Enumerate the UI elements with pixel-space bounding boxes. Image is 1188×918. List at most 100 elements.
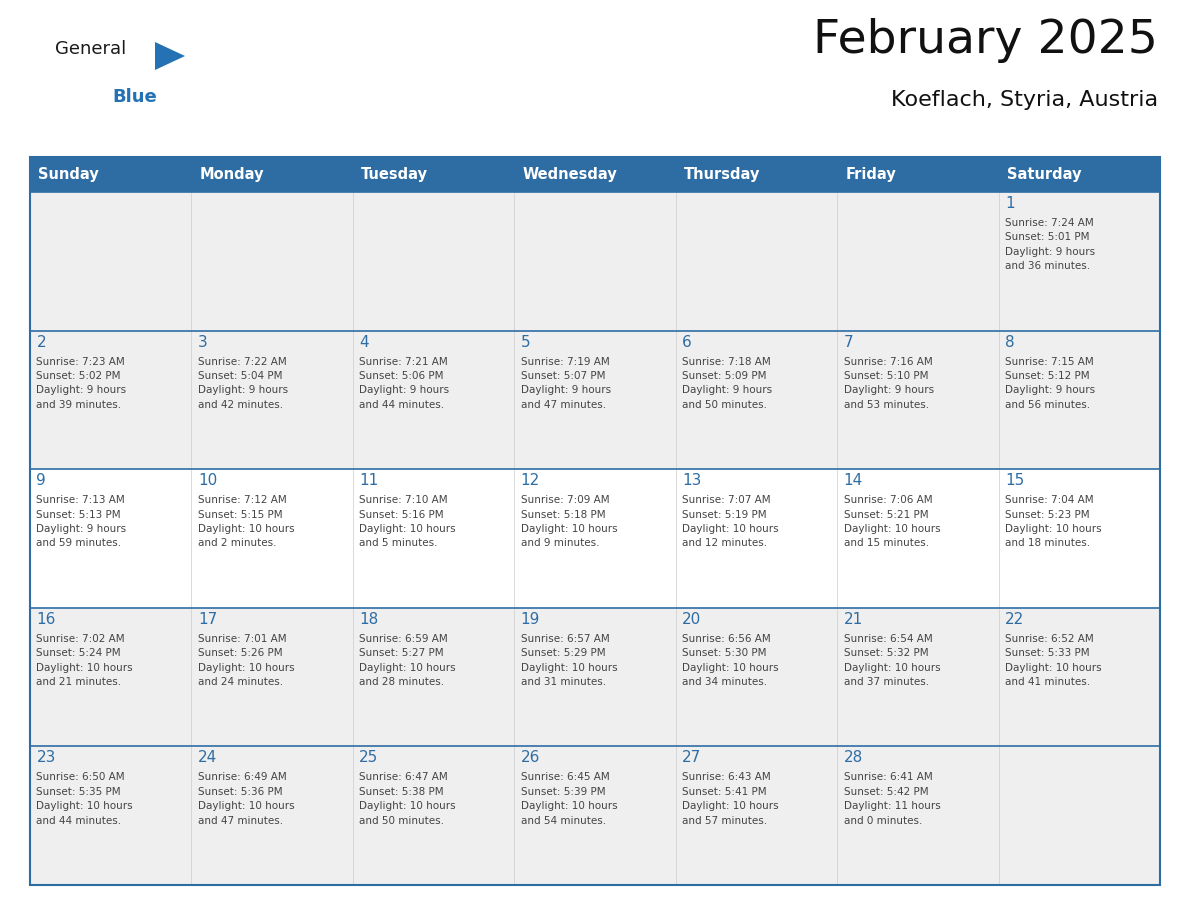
Text: Tuesday: Tuesday xyxy=(361,167,428,182)
Text: 8: 8 xyxy=(1005,334,1015,350)
Bar xyxy=(514,330,676,469)
Bar xyxy=(838,330,999,469)
Bar xyxy=(191,608,353,746)
Text: 3: 3 xyxy=(198,334,208,350)
Bar xyxy=(30,157,191,192)
Bar xyxy=(30,330,191,469)
Bar xyxy=(838,157,999,192)
Bar xyxy=(999,192,1159,330)
Text: Sunrise: 7:16 AM
Sunset: 5:10 PM
Daylight: 9 hours
and 53 minutes.: Sunrise: 7:16 AM Sunset: 5:10 PM Dayligh… xyxy=(843,356,934,409)
Bar xyxy=(676,330,838,469)
Text: Sunrise: 6:45 AM
Sunset: 5:39 PM
Daylight: 10 hours
and 54 minutes.: Sunrise: 6:45 AM Sunset: 5:39 PM Dayligh… xyxy=(520,772,618,825)
Bar xyxy=(30,157,1159,885)
Bar xyxy=(999,746,1159,885)
Bar xyxy=(191,192,353,330)
Text: Sunrise: 7:06 AM
Sunset: 5:21 PM
Daylight: 10 hours
and 15 minutes.: Sunrise: 7:06 AM Sunset: 5:21 PM Dayligh… xyxy=(843,495,940,548)
Text: Sunrise: 7:22 AM
Sunset: 5:04 PM
Daylight: 9 hours
and 42 minutes.: Sunrise: 7:22 AM Sunset: 5:04 PM Dayligh… xyxy=(198,356,287,409)
Bar xyxy=(353,746,514,885)
Bar xyxy=(676,157,838,192)
Text: 16: 16 xyxy=(37,611,56,627)
Text: 18: 18 xyxy=(359,611,379,627)
Text: Sunrise: 6:59 AM
Sunset: 5:27 PM
Daylight: 10 hours
and 28 minutes.: Sunrise: 6:59 AM Sunset: 5:27 PM Dayligh… xyxy=(359,633,456,687)
Text: 13: 13 xyxy=(682,473,702,488)
Bar xyxy=(30,192,191,330)
Text: Sunrise: 7:19 AM
Sunset: 5:07 PM
Daylight: 9 hours
and 47 minutes.: Sunrise: 7:19 AM Sunset: 5:07 PM Dayligh… xyxy=(520,356,611,409)
Text: 27: 27 xyxy=(682,750,701,766)
Bar xyxy=(999,330,1159,469)
Text: Sunrise: 6:56 AM
Sunset: 5:30 PM
Daylight: 10 hours
and 34 minutes.: Sunrise: 6:56 AM Sunset: 5:30 PM Dayligh… xyxy=(682,633,779,687)
Text: Sunrise: 7:24 AM
Sunset: 5:01 PM
Daylight: 9 hours
and 36 minutes.: Sunrise: 7:24 AM Sunset: 5:01 PM Dayligh… xyxy=(1005,218,1095,271)
Bar xyxy=(514,192,676,330)
Text: Sunrise: 7:10 AM
Sunset: 5:16 PM
Daylight: 10 hours
and 5 minutes.: Sunrise: 7:10 AM Sunset: 5:16 PM Dayligh… xyxy=(359,495,456,548)
Bar xyxy=(191,469,353,608)
Bar xyxy=(838,608,999,746)
Text: 21: 21 xyxy=(843,611,862,627)
Bar xyxy=(999,469,1159,608)
Bar xyxy=(838,746,999,885)
Text: Thursday: Thursday xyxy=(684,167,760,182)
Bar xyxy=(838,192,999,330)
Text: 24: 24 xyxy=(198,750,217,766)
Text: 14: 14 xyxy=(843,473,862,488)
Text: 10: 10 xyxy=(198,473,217,488)
Text: 6: 6 xyxy=(682,334,691,350)
Text: 28: 28 xyxy=(843,750,862,766)
Text: Blue: Blue xyxy=(112,88,157,106)
Bar xyxy=(838,469,999,608)
Text: General: General xyxy=(55,40,126,58)
Bar xyxy=(191,330,353,469)
Text: Sunrise: 7:13 AM
Sunset: 5:13 PM
Daylight: 9 hours
and 59 minutes.: Sunrise: 7:13 AM Sunset: 5:13 PM Dayligh… xyxy=(37,495,127,548)
Text: Sunrise: 7:01 AM
Sunset: 5:26 PM
Daylight: 10 hours
and 24 minutes.: Sunrise: 7:01 AM Sunset: 5:26 PM Dayligh… xyxy=(198,633,295,687)
Text: 9: 9 xyxy=(37,473,46,488)
Text: Sunrise: 7:02 AM
Sunset: 5:24 PM
Daylight: 10 hours
and 21 minutes.: Sunrise: 7:02 AM Sunset: 5:24 PM Dayligh… xyxy=(37,633,133,687)
Text: Koeflach, Styria, Austria: Koeflach, Styria, Austria xyxy=(891,90,1158,110)
Bar xyxy=(676,192,838,330)
Bar xyxy=(514,157,676,192)
Bar xyxy=(353,157,514,192)
Bar xyxy=(30,469,191,608)
Text: Sunrise: 6:43 AM
Sunset: 5:41 PM
Daylight: 10 hours
and 57 minutes.: Sunrise: 6:43 AM Sunset: 5:41 PM Dayligh… xyxy=(682,772,779,825)
Text: 15: 15 xyxy=(1005,473,1024,488)
Bar xyxy=(999,608,1159,746)
Text: Monday: Monday xyxy=(200,167,264,182)
Text: Sunrise: 6:41 AM
Sunset: 5:42 PM
Daylight: 11 hours
and 0 minutes.: Sunrise: 6:41 AM Sunset: 5:42 PM Dayligh… xyxy=(843,772,941,825)
Bar xyxy=(191,157,353,192)
Text: Sunrise: 6:47 AM
Sunset: 5:38 PM
Daylight: 10 hours
and 50 minutes.: Sunrise: 6:47 AM Sunset: 5:38 PM Dayligh… xyxy=(359,772,456,825)
Bar xyxy=(353,192,514,330)
Text: 22: 22 xyxy=(1005,611,1024,627)
Bar xyxy=(676,469,838,608)
Bar xyxy=(676,746,838,885)
Text: Sunrise: 6:57 AM
Sunset: 5:29 PM
Daylight: 10 hours
and 31 minutes.: Sunrise: 6:57 AM Sunset: 5:29 PM Dayligh… xyxy=(520,633,618,687)
Text: 20: 20 xyxy=(682,611,701,627)
Text: Sunrise: 7:21 AM
Sunset: 5:06 PM
Daylight: 9 hours
and 44 minutes.: Sunrise: 7:21 AM Sunset: 5:06 PM Dayligh… xyxy=(359,356,449,409)
Text: Sunday: Sunday xyxy=(38,167,99,182)
Text: Sunrise: 7:09 AM
Sunset: 5:18 PM
Daylight: 10 hours
and 9 minutes.: Sunrise: 7:09 AM Sunset: 5:18 PM Dayligh… xyxy=(520,495,618,548)
Text: Saturday: Saturday xyxy=(1006,167,1081,182)
Text: 23: 23 xyxy=(37,750,56,766)
Bar xyxy=(514,608,676,746)
Text: Sunrise: 6:49 AM
Sunset: 5:36 PM
Daylight: 10 hours
and 47 minutes.: Sunrise: 6:49 AM Sunset: 5:36 PM Dayligh… xyxy=(198,772,295,825)
Bar xyxy=(353,469,514,608)
Text: Sunrise: 7:23 AM
Sunset: 5:02 PM
Daylight: 9 hours
and 39 minutes.: Sunrise: 7:23 AM Sunset: 5:02 PM Dayligh… xyxy=(37,356,127,409)
Text: 19: 19 xyxy=(520,611,541,627)
Text: Friday: Friday xyxy=(845,167,896,182)
Text: 26: 26 xyxy=(520,750,541,766)
Text: 1: 1 xyxy=(1005,196,1015,211)
Bar xyxy=(999,157,1159,192)
Text: Sunrise: 6:52 AM
Sunset: 5:33 PM
Daylight: 10 hours
and 41 minutes.: Sunrise: 6:52 AM Sunset: 5:33 PM Dayligh… xyxy=(1005,633,1101,687)
Text: 5: 5 xyxy=(520,334,530,350)
Bar xyxy=(191,746,353,885)
Text: 17: 17 xyxy=(198,611,217,627)
Bar xyxy=(30,608,191,746)
Text: Wednesday: Wednesday xyxy=(523,167,617,182)
Bar xyxy=(514,469,676,608)
Text: 11: 11 xyxy=(359,473,379,488)
Text: 7: 7 xyxy=(843,334,853,350)
Bar xyxy=(353,608,514,746)
Text: Sunrise: 7:04 AM
Sunset: 5:23 PM
Daylight: 10 hours
and 18 minutes.: Sunrise: 7:04 AM Sunset: 5:23 PM Dayligh… xyxy=(1005,495,1101,548)
Text: 25: 25 xyxy=(359,750,379,766)
Text: Sunrise: 6:50 AM
Sunset: 5:35 PM
Daylight: 10 hours
and 44 minutes.: Sunrise: 6:50 AM Sunset: 5:35 PM Dayligh… xyxy=(37,772,133,825)
Text: Sunrise: 7:12 AM
Sunset: 5:15 PM
Daylight: 10 hours
and 2 minutes.: Sunrise: 7:12 AM Sunset: 5:15 PM Dayligh… xyxy=(198,495,295,548)
Text: Sunrise: 7:15 AM
Sunset: 5:12 PM
Daylight: 9 hours
and 56 minutes.: Sunrise: 7:15 AM Sunset: 5:12 PM Dayligh… xyxy=(1005,356,1095,409)
Text: 4: 4 xyxy=(359,334,369,350)
